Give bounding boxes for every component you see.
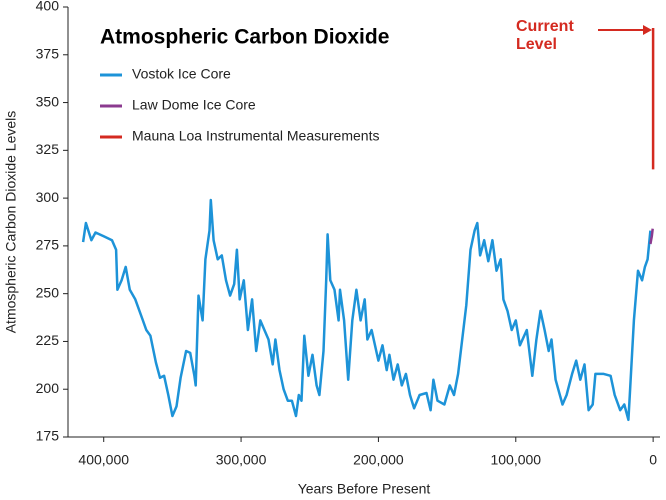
y-tick-label: 275 bbox=[36, 237, 60, 253]
annotation-box: Current Level bbox=[516, 18, 574, 53]
x-tick-label: 400,000 bbox=[78, 452, 129, 468]
y-tick-label: 225 bbox=[36, 332, 60, 348]
y-tick-label: 300 bbox=[36, 189, 60, 205]
y-tick-label: 325 bbox=[36, 141, 60, 157]
y-tick-label: 375 bbox=[36, 45, 60, 61]
x-tick-label: 200,000 bbox=[353, 452, 404, 468]
y-axis-label: Atmospheric Carbon Dioxide Levels bbox=[3, 111, 19, 334]
legend-label: Mauna Loa Instrumental Measurements bbox=[132, 128, 379, 144]
y-tick-label: 350 bbox=[36, 93, 60, 109]
x-tick-label: 300,000 bbox=[216, 452, 267, 468]
legend-label: Vostok Ice Core bbox=[132, 66, 231, 82]
x-tick-label: 0 bbox=[649, 452, 657, 468]
x-axis-label: Years Before Present bbox=[298, 481, 431, 497]
annotation-arrowhead bbox=[643, 25, 652, 35]
y-tick-label: 250 bbox=[36, 284, 60, 300]
chart-title: Atmospheric Carbon Dioxide bbox=[100, 26, 389, 49]
legend-label: Law Dome Ice Core bbox=[132, 97, 256, 113]
annotation: Current Level bbox=[516, 18, 574, 53]
y-tick-label: 200 bbox=[36, 380, 60, 396]
x-tick-label: 100,000 bbox=[490, 452, 541, 468]
y-tick-label: 175 bbox=[36, 428, 60, 444]
y-tick-label: 400 bbox=[36, 0, 60, 14]
data-line bbox=[649, 228, 654, 245]
data-line bbox=[81, 198, 652, 422]
